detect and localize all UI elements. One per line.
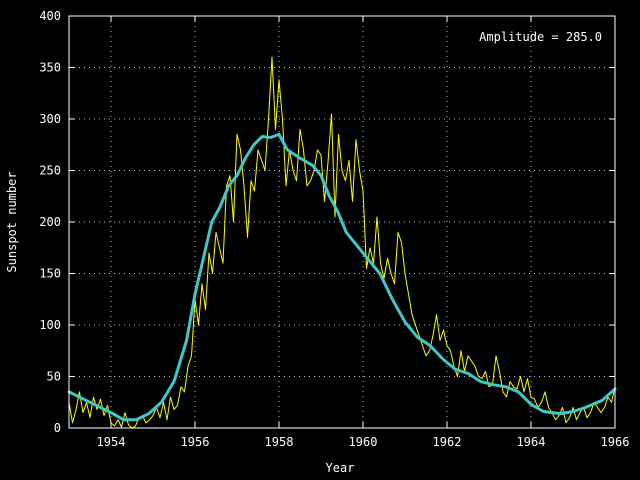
x-tick-label: 1956 xyxy=(181,435,210,449)
y-axis-label: Sunspot number xyxy=(5,171,19,272)
smoothed-series-line xyxy=(67,132,617,422)
x-tick-label: 1960 xyxy=(349,435,378,449)
y-axis-ticks: 0 50 100 150 200 250 300 350 400 xyxy=(39,9,615,435)
x-tick-label: 1966 xyxy=(601,435,630,449)
y-tick-label: 250 xyxy=(39,164,61,178)
y-tick-label: 200 xyxy=(39,215,61,229)
y-tick-label: 400 xyxy=(39,9,61,23)
x-tick-label: 1954 xyxy=(97,435,126,449)
y-tick-label: 100 xyxy=(39,318,61,332)
x-tick-label: 1964 xyxy=(517,435,546,449)
smoothed-series xyxy=(67,132,617,422)
monthly-series-line xyxy=(68,56,616,429)
y-tick-label: 300 xyxy=(39,112,61,126)
amplitude-annotation: Amplitude = 285.0 xyxy=(479,30,602,44)
monthly-series xyxy=(68,56,616,429)
x-tick-label: 1962 xyxy=(433,435,462,449)
y-tick-label: 350 xyxy=(39,61,61,75)
grid-lines xyxy=(69,16,615,428)
y-tick-label: 150 xyxy=(39,267,61,281)
y-tick-label: 0 xyxy=(54,421,61,435)
x-axis-label: Year xyxy=(326,461,355,475)
x-axis-ticks: 1954 1956 1958 1960 1962 1964 1966 xyxy=(97,16,630,449)
y-tick-label: 50 xyxy=(47,370,61,384)
x-tick-label: 1958 xyxy=(265,435,294,449)
